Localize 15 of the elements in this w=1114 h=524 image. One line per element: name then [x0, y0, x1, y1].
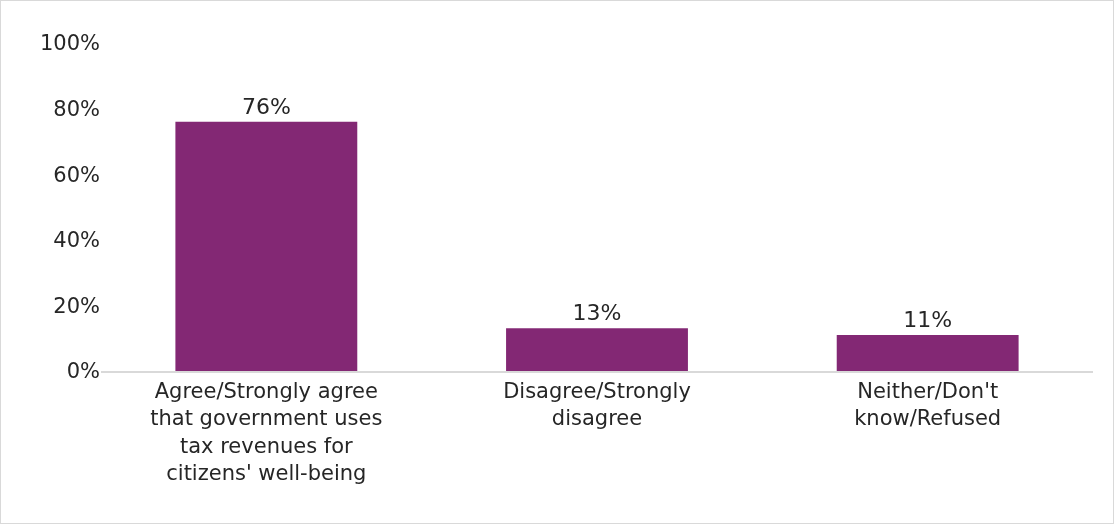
bar	[175, 121, 358, 371]
data-label: 76%	[241, 93, 291, 119]
data-label: 11%	[903, 306, 953, 332]
x-tick-label: Disagree/Strongly disagree	[503, 378, 691, 431]
x-tick-label: Neither/Don't know/Refused	[854, 378, 1002, 431]
bar	[506, 328, 688, 371]
y-tick-label: 20%	[53, 293, 100, 318]
y-tick-label: 0%	[66, 359, 100, 384]
data-label: 13%	[572, 300, 622, 326]
y-tick-label: 40%	[53, 228, 100, 253]
y-tick-label: 100%	[39, 31, 100, 56]
y-tick-label: 80%	[53, 96, 100, 121]
x-tick-label: Agree/Strongly agree that government uses tax revenues for citizens' well-being	[150, 378, 383, 485]
bar	[836, 334, 1019, 371]
y-tick-label: 60%	[53, 162, 100, 187]
